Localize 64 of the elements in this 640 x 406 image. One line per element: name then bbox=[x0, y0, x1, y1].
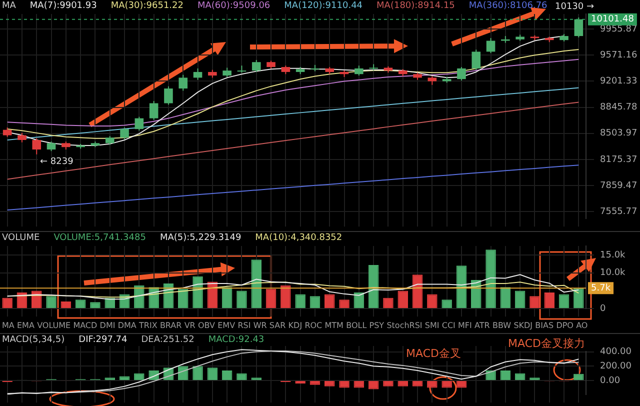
legend-title: VOLUME bbox=[2, 233, 40, 243]
y-tick-label: 0.00 bbox=[600, 376, 620, 386]
text: TRIX bbox=[139, 321, 158, 330]
y-tick-label: 200.00 bbox=[600, 362, 632, 372]
text: MA(5):5,229.3149 bbox=[160, 233, 242, 243]
y-tick-label: 400.00 bbox=[600, 347, 632, 358]
legend-title: MA bbox=[2, 1, 16, 11]
text: VOLUME:5,741.3485 bbox=[54, 233, 146, 243]
text: SAR bbox=[269, 321, 286, 330]
annotation: MACD金叉接力 bbox=[506, 336, 587, 351]
text: VOLUME bbox=[37, 321, 71, 330]
text: MA(180):8914.15 bbox=[376, 1, 455, 11]
annotation: ← 8239 bbox=[38, 157, 76, 167]
text: KDJ bbox=[288, 321, 302, 330]
text: AO bbox=[576, 321, 588, 330]
y-tick-label: 10.0k bbox=[600, 268, 626, 278]
text: MFI bbox=[458, 321, 472, 330]
text: DEA:251.52 bbox=[141, 335, 194, 345]
text: MACD:92.43 bbox=[208, 335, 264, 345]
text: SMI bbox=[424, 321, 440, 330]
y-tick-label: 7859.47 bbox=[600, 180, 638, 191]
text: MA bbox=[2, 321, 14, 330]
legend-title: MACD(5,34,5) bbox=[2, 335, 65, 345]
text: BOLL bbox=[346, 321, 367, 330]
text: MA(60):9509.06 bbox=[198, 1, 270, 11]
text: EMV bbox=[218, 321, 236, 330]
text: EMA bbox=[17, 321, 34, 330]
text: PSY bbox=[369, 321, 384, 330]
text: BBW bbox=[492, 321, 512, 330]
y-tick-label: 9201.33 bbox=[600, 76, 638, 87]
text: RSI bbox=[238, 321, 251, 330]
text: MTM bbox=[324, 321, 344, 330]
text: MA(120):9110.44 bbox=[284, 1, 363, 11]
text: DMA bbox=[118, 321, 136, 330]
text: WR bbox=[253, 321, 267, 330]
y-tick-label: 0 bbox=[600, 304, 606, 314]
text: MA(7):9901.93 bbox=[30, 1, 97, 11]
text: StochRSI bbox=[386, 321, 422, 330]
text: DIF:297.74 bbox=[78, 335, 128, 345]
text: BIAS bbox=[535, 321, 554, 330]
text: MA(30):9651.22 bbox=[110, 1, 184, 11]
y-tick-label: 9955.87 bbox=[600, 24, 638, 34]
y-tick-label: 8845.78 bbox=[600, 102, 638, 113]
text: SKDJ bbox=[514, 321, 533, 330]
text: MA(360):8106.76 bbox=[468, 1, 548, 11]
y-tick-label: 8503.97 bbox=[600, 128, 638, 139]
text: DPO bbox=[556, 321, 574, 330]
y-tick-label: 7555.77 bbox=[600, 207, 638, 218]
text: ROC bbox=[304, 321, 322, 330]
text: OBV bbox=[198, 321, 215, 330]
y-tick-label: 15.0k bbox=[600, 250, 626, 260]
ref-line-label: 10101.48 bbox=[591, 14, 634, 25]
text: 10130 → bbox=[553, 2, 596, 12]
text: DMI bbox=[100, 321, 116, 330]
y-tick-label: 8175.37 bbox=[600, 154, 638, 165]
text: VR bbox=[184, 321, 196, 330]
y-tick-label: 9571.16 bbox=[600, 50, 638, 60]
annotation: MACD金叉 bbox=[404, 346, 463, 361]
text: MACD bbox=[73, 321, 98, 330]
text: CCI bbox=[442, 321, 456, 330]
ref-line-label: 5.7k bbox=[591, 283, 612, 294]
text: ATR bbox=[474, 321, 490, 330]
text: BRAR bbox=[160, 321, 182, 330]
text: MA(10):4,340.8352 bbox=[255, 233, 342, 243]
